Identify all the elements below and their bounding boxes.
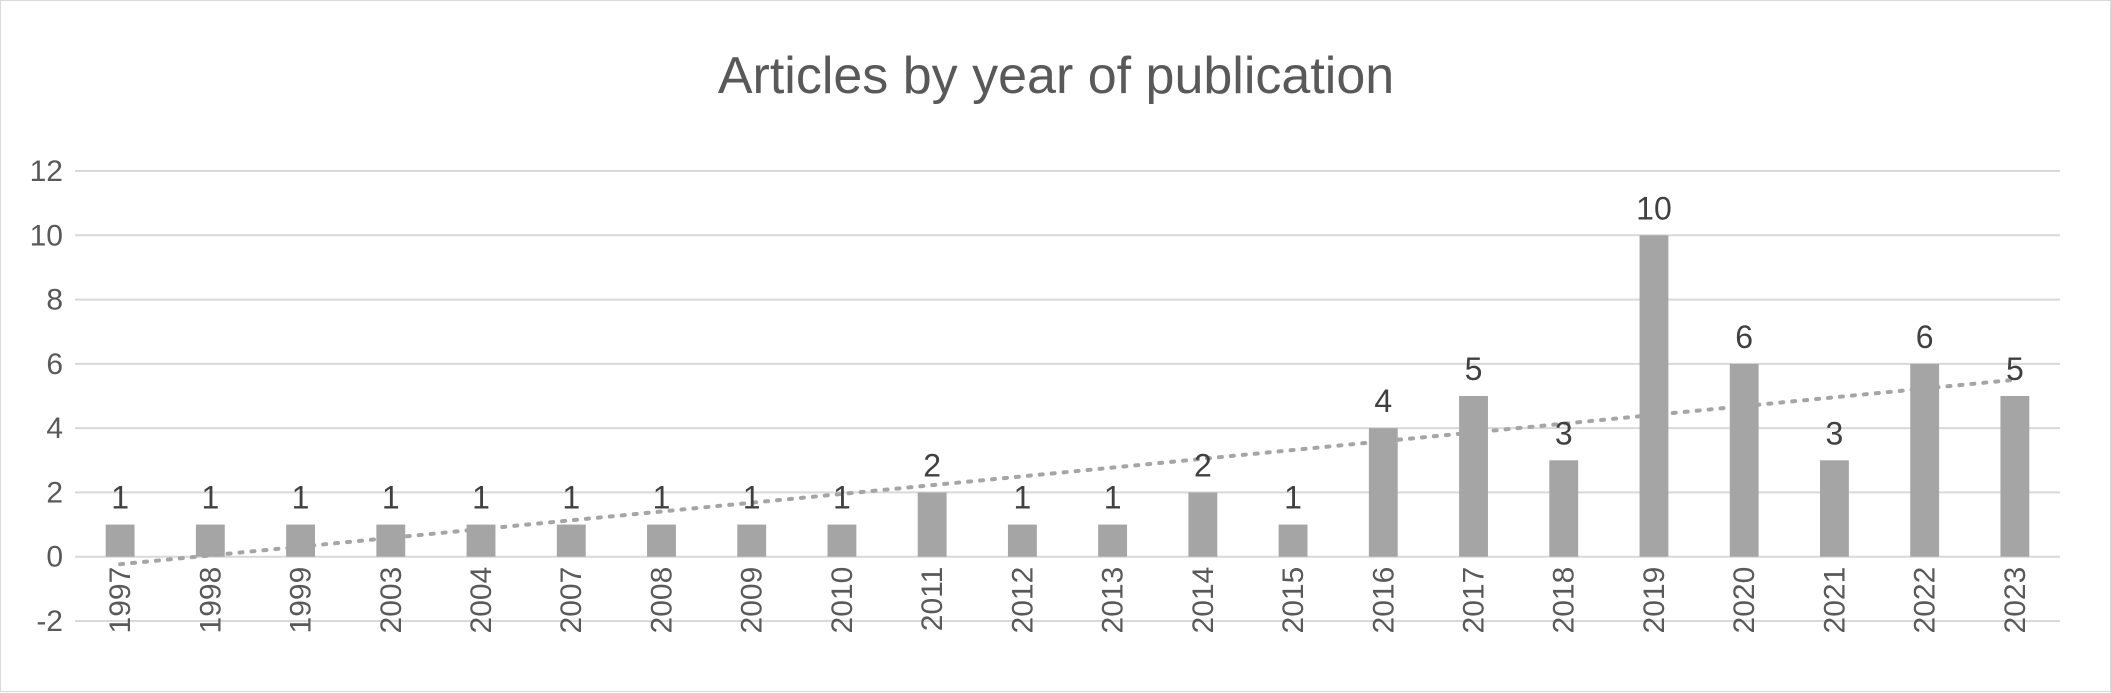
x-tick-label: 2013	[1097, 567, 1130, 634]
x-tick-label: 2015	[1277, 567, 1310, 634]
y-tick-label: 12	[30, 155, 63, 188]
bar	[286, 524, 316, 557]
data-label: 1	[292, 480, 310, 516]
y-axis-ticks: -2 0 2 4 6 8 10 12	[30, 155, 63, 638]
gridlines	[75, 170, 2060, 622]
trendline	[118, 377, 2017, 567]
x-tick-label: 2010	[826, 567, 859, 634]
y-tick-label: 4	[46, 412, 63, 445]
bars	[105, 235, 2030, 557]
y-tick-label: 0	[46, 541, 63, 574]
x-tick-label: 2007	[555, 567, 588, 634]
data-label: 6	[1916, 319, 1934, 355]
x-tick-label: 2014	[1187, 567, 1220, 634]
bar	[2000, 396, 2030, 557]
y-tick-label: 8	[46, 284, 63, 317]
data-label: 3	[1555, 415, 1573, 451]
bar	[1549, 460, 1579, 557]
data-label: 3	[1826, 415, 1844, 451]
y-tick-label: -2	[36, 605, 63, 638]
bar	[1007, 524, 1037, 557]
bar	[1729, 363, 1759, 557]
data-label: 1	[201, 480, 219, 516]
bar	[1639, 235, 1669, 557]
data-label: 2	[923, 447, 941, 483]
data-label: 1	[111, 480, 129, 516]
data-label: 2	[1194, 447, 1212, 483]
x-tick-label: 2022	[1909, 567, 1942, 634]
bar	[1368, 428, 1398, 557]
data-label: 1	[833, 480, 851, 516]
x-tick-label: 2004	[465, 567, 498, 634]
bar	[1819, 460, 1849, 557]
data-label: 4	[1374, 383, 1392, 419]
x-tick-label: 2017	[1458, 567, 1491, 634]
x-tick-label: 2011	[916, 567, 949, 632]
data-label: 6	[1735, 319, 1753, 355]
bar	[1188, 492, 1218, 557]
data-label: 1	[1284, 480, 1302, 516]
data-label: 1	[1013, 480, 1031, 516]
bar	[917, 492, 947, 557]
x-tick-label: 2020	[1728, 567, 1761, 634]
x-axis-ticks: 1997 1998 1999 2003 2004 2007 2008 2009 2010 2011…	[104, 567, 2032, 634]
data-label: 1	[382, 480, 400, 516]
x-tick-label: 1999	[285, 567, 318, 634]
x-tick-label: 2018	[1548, 567, 1581, 634]
data-label: 1	[562, 480, 580, 516]
data-label: 1	[743, 480, 761, 516]
bar	[737, 524, 767, 557]
data-labels: 1 1 1 1 1 1 1 1 1 2 1 1 2 1 4 5 3 10 6 3 6 5	[111, 190, 2024, 515]
data-label: 5	[2006, 351, 2024, 387]
data-label: 1	[472, 480, 490, 516]
x-tick-label: 2019	[1638, 567, 1671, 634]
x-tick-label: 2003	[375, 567, 408, 634]
bar	[647, 524, 676, 557]
x-tick-label: 2008	[645, 567, 678, 634]
x-tick-label: 1998	[194, 567, 227, 634]
bar	[556, 524, 586, 557]
y-tick-label: 6	[46, 348, 63, 381]
x-tick-label: 2023	[1999, 567, 2032, 634]
bar	[1459, 396, 1488, 557]
x-tick-label: 2021	[1818, 567, 1851, 634]
trendline-group	[118, 377, 2017, 567]
data-label: 1	[653, 480, 671, 516]
data-label: 10	[1636, 190, 1672, 226]
x-tick-label: 2016	[1367, 567, 1400, 634]
x-tick-label: 2009	[736, 567, 769, 634]
bar	[1098, 524, 1128, 557]
x-tick-label: 1997	[104, 567, 137, 634]
bar	[827, 524, 857, 557]
bar	[1910, 363, 1940, 557]
x-tick-label: 2012	[1006, 567, 1039, 634]
y-tick-label: 2	[46, 476, 63, 509]
y-tick-label: 10	[30, 219, 63, 252]
bar	[195, 524, 225, 557]
data-label: 1	[1104, 480, 1122, 516]
data-label: 5	[1465, 351, 1483, 387]
bar	[376, 524, 406, 557]
bar	[1278, 524, 1308, 557]
chart-title: Articles by year of publication	[718, 47, 1394, 105]
bar	[105, 524, 135, 557]
